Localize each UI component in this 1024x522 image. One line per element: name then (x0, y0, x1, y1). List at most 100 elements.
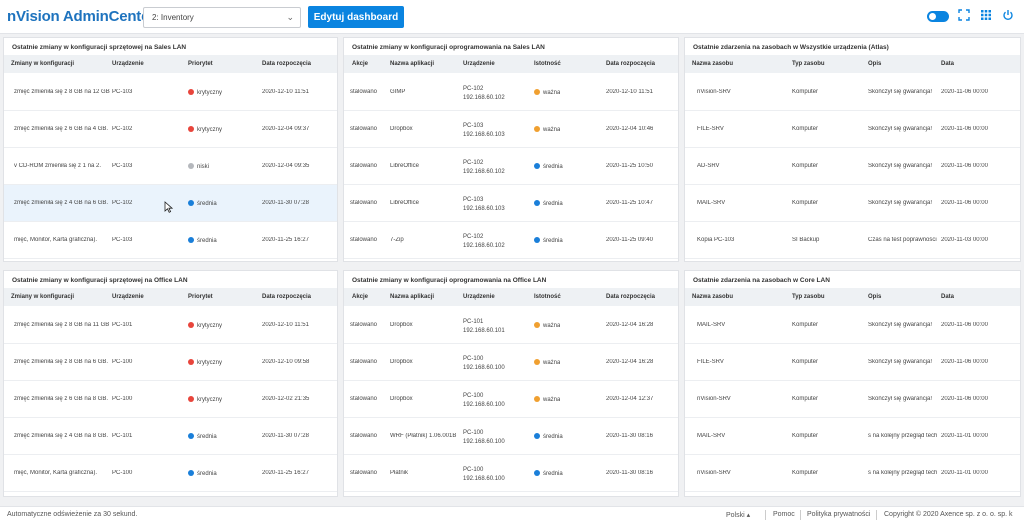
device-name: PC-100 (463, 393, 484, 399)
caret-up-icon: ▴ (746, 512, 751, 519)
table-row[interactable]: FILE-SRV Komputer Skończył się gwarancja! 2… (685, 111, 1020, 148)
theme-toggle[interactable] (927, 11, 949, 22)
column-header[interactable]: Priorytet (188, 294, 213, 300)
column-header[interactable]: Akcje (352, 61, 369, 67)
panel-title[interactable]: Ostatnie zmiany w konfiguracji sprzętowe… (12, 277, 188, 284)
column-header[interactable]: Data rozpoczęcia (606, 61, 656, 67)
column-header[interactable]: Urządzenie (112, 294, 144, 300)
table-row[interactable]: stalowano LibreOffice PC-102 192.168.60.102… (344, 148, 678, 185)
panel-title[interactable]: Ostatnie zmiany w konfiguracji oprogramo… (352, 277, 547, 284)
table-row[interactable]: zmięć zmieniła się z 8 GB na 11 GB PC-101… (4, 307, 337, 344)
table-row[interactable]: stalowano Dropbox PC-101 192.168.60.101 ważn… (344, 307, 678, 344)
table-row[interactable]: zmięć zmieniła się z 8 GB na 12 GB PC-103… (4, 74, 337, 111)
table-row[interactable]: stalowano GIMP PC-102 192.168.60.102 ważna 20… (344, 74, 678, 111)
table-row[interactable]: FILE-SRV Komputer Skończył się gwarancja! 2… (685, 344, 1020, 381)
table-row[interactable]: stalowano 7-Zip PC-102 192.168.60.102 średni… (344, 222, 678, 259)
date-cell: 2020-11-25 10:50 (606, 163, 653, 169)
column-header[interactable]: Data (941, 61, 955, 67)
table-header: Akcje Nazwa aplikacji Urządzenie Istotność D… (344, 55, 678, 73)
table-row[interactable]: stalowano WRF (Płatnik) 1.06.001B PC-100 19… (344, 418, 678, 455)
priority-cell: niski (188, 163, 258, 170)
action-cell: stalowano (350, 396, 378, 402)
grid-menu-icon[interactable] (979, 9, 993, 23)
change-cell: mięć, Monitor, Karta graficzna). (14, 470, 98, 476)
device-ip: 192.168.60.103 (463, 206, 505, 212)
importance-cell: ważna (534, 89, 560, 96)
column-header[interactable]: Typ zasobu (792, 294, 825, 300)
column-header[interactable]: Istotność (534, 294, 561, 300)
date-cell: 2020-11-25 10:47 (606, 200, 653, 206)
table-row[interactable]: stalowano Dropbox PC-103 192.168.60.103 ważn… (344, 111, 678, 148)
table-row[interactable]: v CD-ROM zmieniła się z 1 na 2. PC-103 nis… (4, 148, 337, 185)
date-cell: 2020-11-30 07:28 (262, 200, 309, 206)
table-row[interactable]: zmięć zmieniła się z 4 GB na 6 GB. PC-102… (4, 185, 337, 222)
table-row[interactable]: zmięć zmieniła się z 4 GB na 8 GB. PC-101… (4, 418, 337, 455)
panel-title[interactable]: Ostatnie zmiany w konfiguracji sprzętowe… (12, 44, 187, 51)
column-header[interactable]: Akcje (352, 294, 369, 300)
panel-title[interactable]: Ostatnie zdarzenia na zasobach w Wszystk… (693, 44, 889, 51)
priority-cell: krytyczny (188, 396, 258, 403)
table-row[interactable]: mięć, Monitor, Karta graficzna). PC-103 śr… (4, 222, 337, 259)
column-header[interactable]: Opis (868, 294, 882, 300)
column-header[interactable]: Opis (868, 61, 882, 67)
table-row[interactable]: zmięć zmieniła się z 6 GB na 8 GB. PC-100… (4, 381, 337, 418)
panel-title[interactable]: Ostatnie zmiany w konfiguracji oprogramo… (352, 44, 545, 51)
change-cell: zmięć zmieniła się z 6 GB na 4 GB. (14, 126, 109, 132)
date-cell: 2020-11-06 00:00 (941, 322, 988, 328)
column-header[interactable]: Nazwa zasobu (692, 61, 734, 67)
column-header[interactable]: Data rozpoczęcia (262, 294, 312, 300)
table-row[interactable]: MAIL-SRV Komputer Skończył się gwarancja! 2… (685, 307, 1020, 344)
table-row[interactable]: nVision-SRV Komputer Skończył się gwarancj… (685, 74, 1020, 111)
table-row[interactable]: MAIL-SRV Komputer s na kolejny przegląd te… (685, 418, 1020, 455)
change-cell: zmięć zmieniła się z 8 GB na 6 GB. (14, 359, 109, 365)
date-cell: 2020-12-04 12:37 (606, 396, 654, 402)
status-dot-icon (188, 322, 194, 328)
priority-cell: krytyczny (188, 322, 258, 329)
column-header[interactable]: Priorytet (188, 61, 213, 67)
priority-cell: średnia (188, 237, 258, 244)
date-cell: 2020-11-01 00:00 (941, 433, 988, 439)
column-header[interactable]: Nazwa zasobu (692, 294, 734, 300)
edit-dashboard-button[interactable]: Edytuj dashboard (308, 6, 404, 28)
dashboard-select[interactable]: 2: Inventory ⌄ (143, 7, 301, 28)
table-row[interactable]: stalowano Dropbox PC-100 192.168.60.100 ważn… (344, 381, 678, 418)
panel-title[interactable]: Ostatnie zdarzenia na zasobach w Core LA… (693, 277, 830, 284)
power-icon[interactable] (1001, 9, 1015, 23)
table-row[interactable]: mięć, Monitor, Karta graficzna). PC-100 śr… (4, 455, 337, 492)
help-link[interactable]: Pomoc (773, 511, 795, 518)
column-header[interactable]: Istotność (534, 61, 561, 67)
column-header[interactable]: Data rozpoczęcia (606, 294, 656, 300)
importance-cell: ważna (534, 359, 560, 366)
table-row[interactable]: MAIL-SRV Komputer Skończył się gwarancja! 2… (685, 185, 1020, 222)
language-selector[interactable]: Polski ▴ (726, 511, 750, 519)
table-row[interactable]: stalowano Dropbox PC-100 192.168.60.100 ważn… (344, 344, 678, 381)
fullscreen-icon[interactable] (957, 9, 971, 23)
column-header[interactable]: Nazwa aplikacji (390, 61, 435, 67)
date-cell: 2020-12-10 11:51 (606, 89, 653, 95)
priority-label: krytyczny (197, 90, 223, 96)
column-header[interactable]: Urządzenie (112, 61, 144, 67)
priority-label: średnia (197, 471, 217, 477)
column-header[interactable]: Urządzenie (463, 294, 495, 300)
table-row[interactable]: zmięć zmieniła się z 8 GB na 6 GB. PC-100… (4, 344, 337, 381)
dashboard-panel: Ostatnie zmiany w konfiguracji sprzętowe… (3, 37, 338, 262)
description-cell: Skończył się gwarancja! (868, 396, 933, 402)
importance-cell: ważna (534, 126, 560, 133)
table-row[interactable]: stalowano LibreOffice PC-103 192.168.60.103… (344, 185, 678, 222)
column-header[interactable]: Zmiany w konfiguracji (11, 294, 75, 300)
column-header[interactable]: Data rozpoczęcia (262, 61, 312, 67)
column-header[interactable]: Nazwa aplikacji (390, 294, 435, 300)
table-row[interactable]: AD-SRV Komputer Skończył się gwarancja! 202… (685, 148, 1020, 185)
column-header[interactable]: Urządzenie (463, 61, 495, 67)
table-row[interactable]: stalowano Płatnik PC-100 192.168.60.100 śred… (344, 455, 678, 492)
privacy-link[interactable]: Polityka prywatności (807, 511, 871, 518)
app-logo[interactable]: nVision AdminCenter (7, 8, 155, 25)
date-cell: 2020-12-04 16:28 (606, 359, 654, 365)
column-header[interactable]: Typ zasobu (792, 61, 825, 67)
table-row[interactable]: nVision-SRV Komputer Skończył się gwarancj… (685, 381, 1020, 418)
table-row[interactable]: nVision-SRV Komputer s na kolejny przegląd… (685, 455, 1020, 492)
table-row[interactable]: zmięć zmieniła się z 6 GB na 4 GB. PC-102… (4, 111, 337, 148)
column-header[interactable]: Data (941, 294, 955, 300)
table-row[interactable]: Kopia PC-103 SI Backup Czas na test popraw… (685, 222, 1020, 259)
column-header[interactable]: Zmiany w konfiguracji (11, 61, 75, 67)
